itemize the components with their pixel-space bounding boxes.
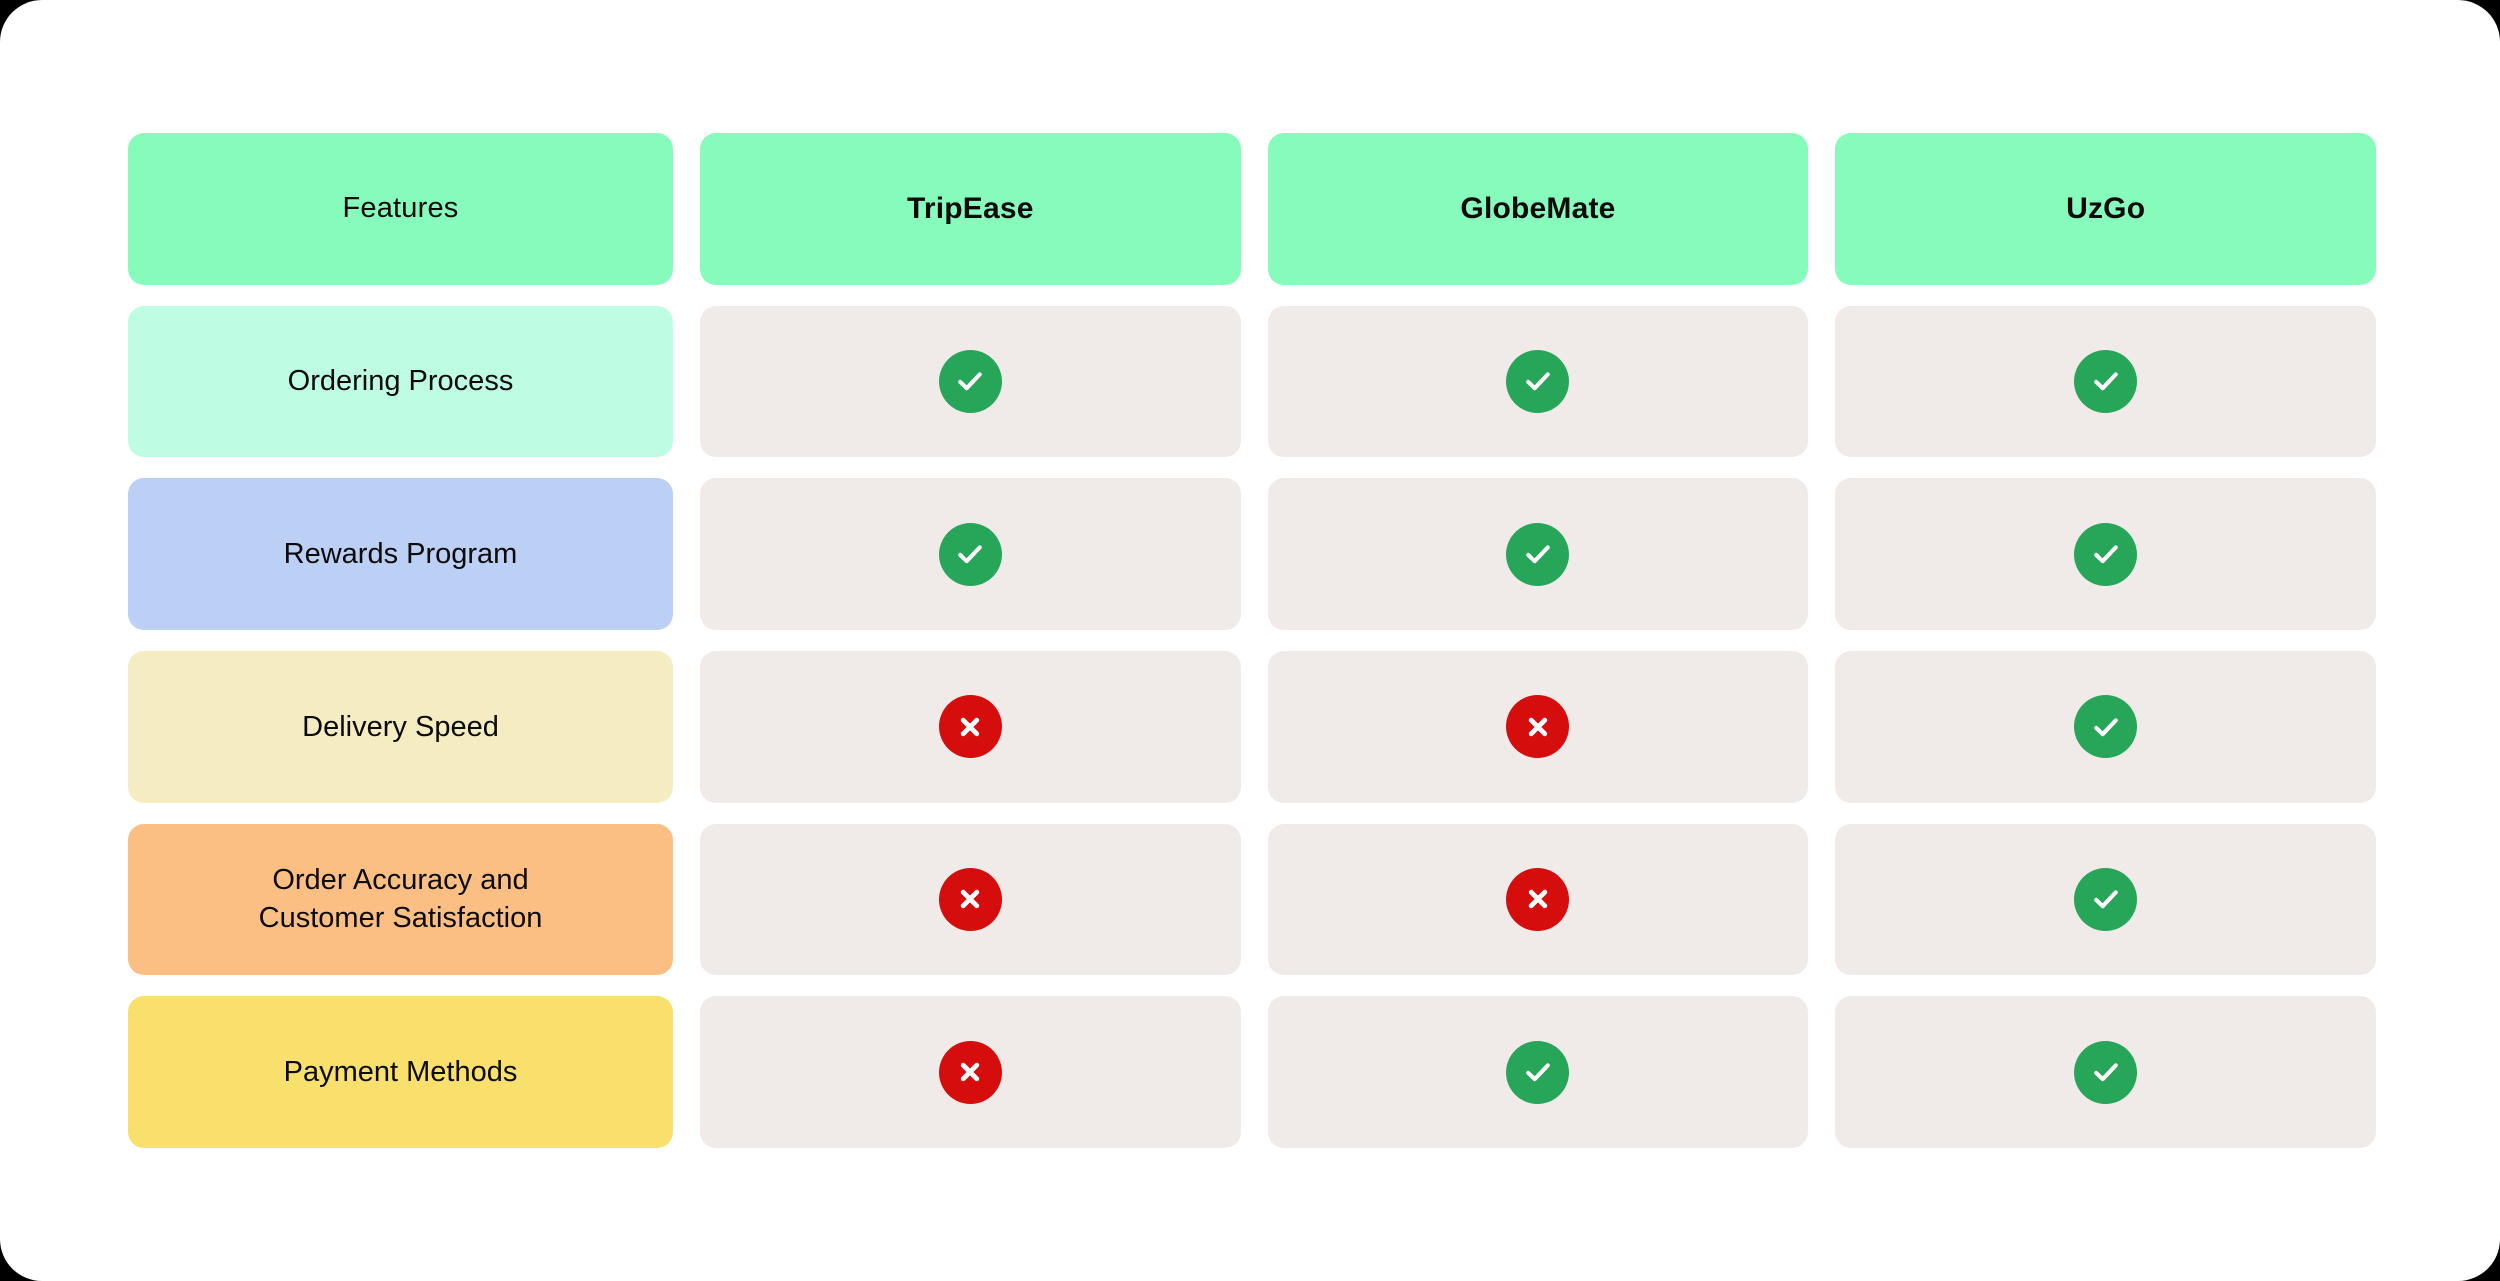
value-cell xyxy=(1835,823,2376,976)
value-cell xyxy=(700,823,1241,976)
status-icon xyxy=(1506,695,1570,759)
status-icon xyxy=(2074,1040,2138,1104)
value-cell xyxy=(1267,305,1809,458)
status-icon xyxy=(1506,349,1570,413)
status-icon xyxy=(2074,867,2138,931)
status-icon xyxy=(2074,349,2138,413)
status-icon xyxy=(938,867,1002,931)
feature-label-order-accuracy: Order Accuracy and Customer Satisfaction xyxy=(128,823,673,976)
value-cell xyxy=(700,305,1241,458)
value-cell xyxy=(1267,823,1809,976)
value-cell xyxy=(1267,651,1809,803)
status-icon xyxy=(938,1040,1002,1104)
status-icon xyxy=(1506,522,1570,586)
feature-label-rewards-program: Rewards Program xyxy=(128,478,673,630)
header-cell-tripease: TripEase xyxy=(700,133,1241,285)
value-cell xyxy=(1835,996,2376,1148)
value-cell xyxy=(1835,651,2376,803)
status-icon xyxy=(2074,695,2138,759)
feature-label-ordering-process: Ordering Process xyxy=(128,305,673,458)
value-cell xyxy=(700,651,1241,803)
value-cell xyxy=(1835,305,2376,458)
value-cell xyxy=(1267,996,1809,1148)
value-cell xyxy=(700,996,1241,1148)
header-cell-uzgo: UzGo xyxy=(1835,133,2376,285)
comparison-table: Features TripEase GlobeMate UzGo Orderin… xyxy=(128,133,2376,1148)
value-cell xyxy=(1835,478,2376,630)
status-icon xyxy=(1506,1040,1570,1104)
header-cell-features: Features xyxy=(128,133,673,285)
status-icon xyxy=(938,349,1002,413)
status-icon xyxy=(938,695,1002,759)
status-icon xyxy=(1506,867,1570,931)
feature-label-payment-methods: Payment Methods xyxy=(128,996,673,1148)
status-icon xyxy=(2074,522,2138,586)
feature-label-delivery-speed: Delivery Speed xyxy=(128,651,673,803)
value-cell xyxy=(1267,478,1809,630)
header-cell-globemate: GlobeMate xyxy=(1267,133,1809,285)
value-cell xyxy=(700,478,1241,630)
status-icon xyxy=(938,522,1002,586)
